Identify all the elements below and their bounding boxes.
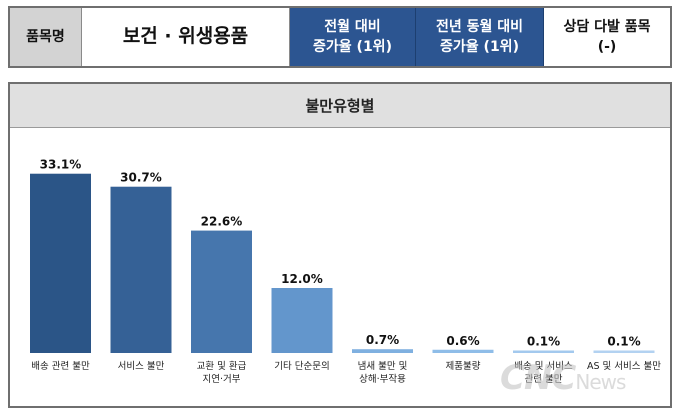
bar-7 [513,350,574,353]
value-label-8: 0.1% [607,335,640,349]
yearly-increase-line1: 전년 동월 대비 [435,18,524,35]
monthly-increase-cell: 전월 대비 증가율 (1위) [290,8,416,66]
frequent-item-line2: (-) [597,39,617,55]
value-label-1: 33.1% [40,158,82,172]
item-label: 품목명 [10,8,82,66]
category-label-8: AS 및 서비스 불만 [587,360,661,372]
bar-1 [30,173,91,353]
value-label-7: 0.1% [527,335,560,349]
monthly-increase-line2: 증가율 (1위) [313,39,392,55]
yearly-increase-cell: 전년 동월 대비 증가율 (1위) [416,8,544,66]
value-label-4: 12.0% [281,272,323,286]
chart-title: 불만유형별 [10,84,670,128]
bar-8 [593,350,655,353]
item-value: 보건 · 위생용품 [82,8,290,66]
category-label-3: 교환 및 환급 지연·거부 [197,360,247,385]
value-label-2: 30.7% [120,171,162,185]
item-label-text: 품목명 [26,28,65,45]
category-label-2: 서비스 불만 [118,361,165,372]
bar-3 [191,230,252,353]
monthly-increase-line1: 전월 대비 [324,18,381,35]
bar-5 [352,349,413,353]
item-summary-table: 품목명 보건 · 위생용품 전월 대비 증가율 (1위) 전년 동월 대비 증가… [8,6,672,68]
value-label-5: 0.7% [366,333,399,347]
frequent-item-line1: 상담 다발 품목 [563,18,651,35]
category-label-4: 기타 단순문의 [274,361,329,372]
bar-2 [110,186,172,353]
chart-panel: 불만유형별 33.1% 배송 관련 불만 30.7% 서비스 불만 22.6% 교환 및 … [8,82,672,408]
category-label-7: 배송 및 서비스 관련 불만 [514,360,573,385]
item-value-text: 보건 · 위생용품 [122,25,249,48]
bar-6 [432,349,494,353]
value-label-6: 0.6% [446,334,479,348]
watermark-sub: News [575,370,626,394]
value-label-3: 22.6% [201,215,243,229]
frequent-item-cell: 상담 다발 품목 (-) [544,8,670,66]
category-label-1: 배송 관련 불만 [31,361,90,372]
category-label-5: 냄새 불만 및 상해·부작용 [358,360,408,385]
watermark-logo: CNCNews [500,358,626,398]
watermark-main: CNC [500,358,576,398]
bar-chart: 33.1% 배송 관련 불만 30.7% 서비스 불만 22.6% 교환 및 환급 지연·거… [30,158,661,385]
category-label-6: 제품불량 [446,360,481,372]
yearly-increase-line2: 증가율 (1위) [440,39,519,55]
bar-4 [271,288,333,353]
